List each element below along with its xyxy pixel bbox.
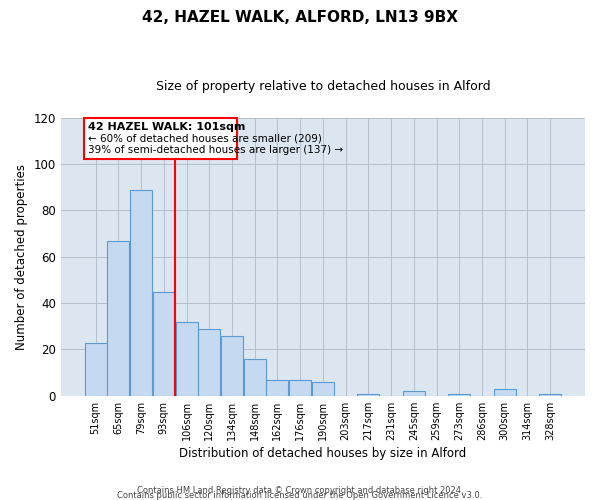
Bar [312,382,334,396]
Bar [221,336,243,396]
Title: Size of property relative to detached houses in Alford: Size of property relative to detached ho… [155,80,490,93]
Bar [244,358,266,396]
Bar [539,394,561,396]
Text: 39% of semi-detached houses are larger (137) →: 39% of semi-detached houses are larger (… [88,146,343,156]
Text: Contains public sector information licensed under the Open Government Licence v3: Contains public sector information licen… [118,491,482,500]
Bar [153,292,175,396]
Bar [85,342,107,396]
Text: Contains HM Land Registry data © Crown copyright and database right 2024.: Contains HM Land Registry data © Crown c… [137,486,463,495]
Bar [84,118,236,160]
Text: 42, HAZEL WALK, ALFORD, LN13 9BX: 42, HAZEL WALK, ALFORD, LN13 9BX [142,10,458,25]
Bar [107,240,130,396]
Bar [266,380,289,396]
Bar [494,389,516,396]
Bar [198,328,220,396]
Text: 42 HAZEL WALK: 101sqm: 42 HAZEL WALK: 101sqm [88,122,245,132]
Bar [176,322,197,396]
Bar [403,391,425,396]
Bar [358,394,379,396]
Text: ← 60% of detached houses are smaller (209): ← 60% of detached houses are smaller (20… [88,134,322,143]
Bar [448,394,470,396]
Bar [289,380,311,396]
Y-axis label: Number of detached properties: Number of detached properties [15,164,28,350]
Bar [130,190,152,396]
X-axis label: Distribution of detached houses by size in Alford: Distribution of detached houses by size … [179,447,467,460]
